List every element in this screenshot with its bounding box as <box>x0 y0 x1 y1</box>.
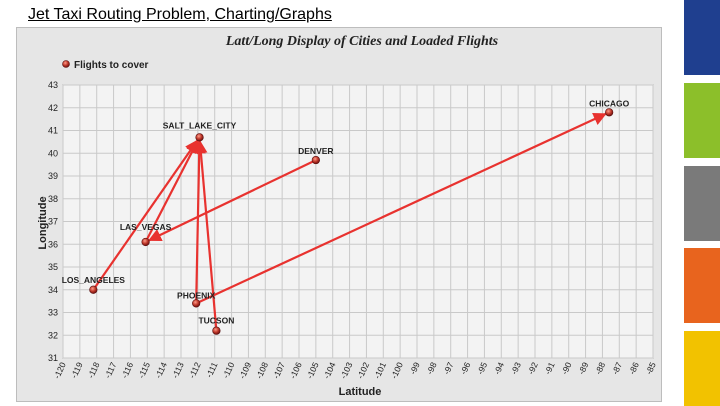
x-axis-label: Latitude <box>339 386 382 398</box>
x-tick-label: -107 <box>271 360 287 380</box>
city-label: DENVER <box>298 146 333 156</box>
x-axis-ticks: -120 -119 -118 -117 -116 -115 -114 -113 -112 -111… <box>52 360 658 380</box>
x-tick-label: -104 <box>321 360 337 380</box>
city-point <box>605 108 614 117</box>
scatter-chart: Latt/Long Display of Cities and Loaded F… <box>37 34 658 398</box>
city-point <box>192 299 201 308</box>
y-tick-label: 38 <box>48 194 58 204</box>
flight-route <box>148 159 317 242</box>
x-tick-label: -117 <box>102 360 118 379</box>
flight-routes <box>92 112 607 331</box>
x-tick-label: -109 <box>237 360 253 380</box>
chart-title: Latt/Long Display of Cities and Loaded F… <box>225 34 499 49</box>
y-tick-label: 34 <box>48 285 58 295</box>
x-tick-label: -99 <box>408 360 422 376</box>
city-label: PHOENIX <box>177 290 216 300</box>
x-tick-label: -95 <box>475 360 489 376</box>
y-tick-label: 36 <box>48 239 58 249</box>
x-tick-label: -111 <box>204 360 220 379</box>
x-tick-label: -120 <box>52 360 68 380</box>
city-point <box>195 133 204 142</box>
x-tick-label: -105 <box>304 360 320 380</box>
y-tick-label: 40 <box>48 148 58 158</box>
x-tick-label: -88 <box>593 360 607 376</box>
x-tick-label: -116 <box>119 360 135 379</box>
y-tick-label: 32 <box>48 330 58 340</box>
legend: Flights to cover <box>62 60 149 71</box>
flight-route <box>192 140 206 304</box>
x-tick-label: -102 <box>355 360 371 380</box>
x-tick-label: -113 <box>170 360 186 379</box>
x-tick-label: -91 <box>542 360 556 376</box>
gray-bar <box>684 166 720 241</box>
x-tick-label: -89 <box>576 360 590 376</box>
city-label: LAS_VEGAS <box>120 222 172 232</box>
x-tick-label: -97 <box>441 360 455 376</box>
city-labels: SALT_LAKE_CITY DENVER CHICAGO LAS_VEGAS LOS_… <box>62 98 630 325</box>
x-tick-label: -90 <box>559 360 573 376</box>
blue-bar <box>684 0 720 75</box>
y-tick-label: 33 <box>48 308 58 318</box>
y-axis-ticks: 31 32 33 34 35 36 37 38 39 40 41 42 43 <box>48 80 58 363</box>
y-tick-label: 43 <box>48 80 58 90</box>
x-tick-label: -98 <box>424 360 438 376</box>
y-tick-label: 42 <box>48 103 58 113</box>
y-tick-label: 41 <box>48 126 58 136</box>
slide-title: Jet Taxi Routing Problem, Charting/Graph… <box>28 6 332 23</box>
y-tick-label: 37 <box>48 217 58 227</box>
x-tick-label: -100 <box>389 360 405 380</box>
city-points <box>89 108 614 335</box>
x-tick-label: -92 <box>526 360 540 376</box>
x-tick-label: -87 <box>610 360 624 376</box>
grid <box>62 84 654 359</box>
city-point <box>89 285 98 294</box>
flight-route <box>195 112 607 305</box>
city-label: LOS_ANGELES <box>62 275 126 285</box>
city-point <box>311 155 320 165</box>
x-tick-label: -119 <box>69 360 85 379</box>
city-point <box>141 237 150 247</box>
x-tick-label: -103 <box>338 360 354 380</box>
legend-label: Flights to cover <box>74 60 149 71</box>
x-tick-label: -115 <box>136 360 152 379</box>
x-tick-label: -108 <box>254 360 270 380</box>
y-tick-label: 39 <box>48 171 58 181</box>
yellow-bar <box>684 331 720 406</box>
x-tick-label: -114 <box>153 360 169 379</box>
city-label: TUCSON <box>198 316 234 326</box>
x-tick-label: -94 <box>492 360 506 376</box>
legend-marker <box>62 60 70 68</box>
y-tick-label: 35 <box>48 262 58 272</box>
x-tick-label: -96 <box>458 360 472 376</box>
flight-route <box>92 139 199 291</box>
flight-route <box>194 139 218 331</box>
green-bar <box>684 83 720 158</box>
x-tick-label: -106 <box>288 360 304 380</box>
decorative-color-bars <box>684 0 720 406</box>
x-tick-label: -93 <box>509 360 523 376</box>
city-point <box>212 326 221 335</box>
y-tick-label: 31 <box>48 353 58 363</box>
x-tick-label: -118 <box>86 360 102 379</box>
x-tick-label: -86 <box>627 360 641 376</box>
orange-bar <box>684 248 720 323</box>
flight-route <box>144 139 199 243</box>
x-tick-label: -112 <box>187 360 203 379</box>
chart-frame: Latt/Long Display of Cities and Loaded F… <box>16 27 662 402</box>
city-label: CHICAGO <box>589 98 630 108</box>
y-axis-label: Longitude <box>37 196 49 249</box>
x-tick-label: -101 <box>372 360 388 380</box>
city-label: SALT_LAKE_CITY <box>163 120 237 130</box>
x-tick-label: -110 <box>220 360 236 379</box>
x-tick-label: -85 <box>644 360 658 376</box>
